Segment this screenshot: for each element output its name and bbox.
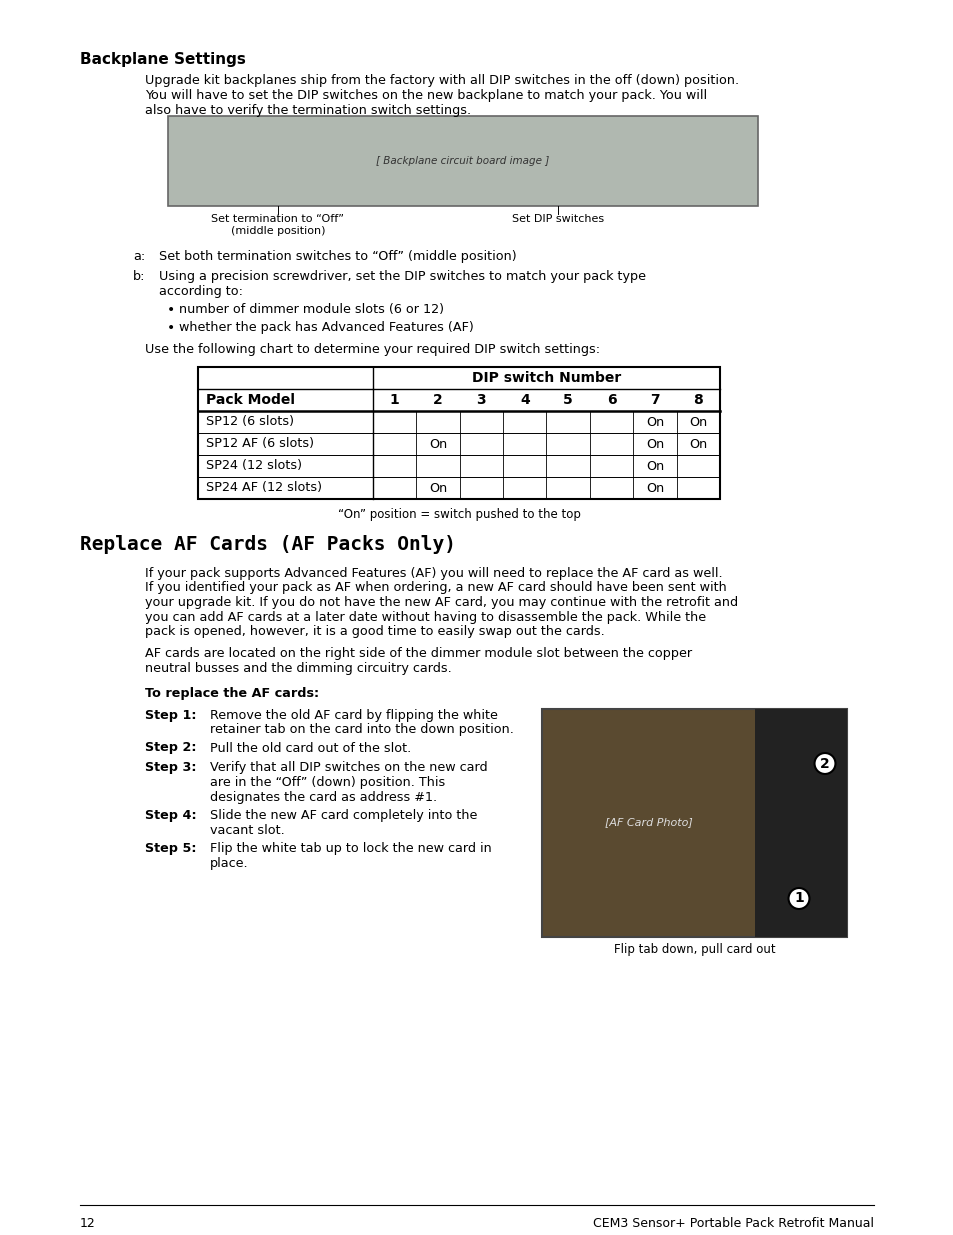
Text: you can add AF cards at a later date without having to disassemble the pack. Whi: you can add AF cards at a later date wit… — [145, 610, 705, 624]
Bar — [541, 709, 846, 936]
Text: according to:: according to: — [159, 285, 243, 298]
Text: 1: 1 — [390, 393, 399, 408]
Text: 5: 5 — [562, 393, 573, 408]
Bar — [755, 709, 846, 936]
Text: On: On — [645, 415, 663, 429]
Text: are in the “Off” (down) position. This: are in the “Off” (down) position. This — [210, 776, 445, 789]
Text: On: On — [645, 437, 663, 451]
Text: DIP switch Number: DIP switch Number — [472, 370, 620, 385]
Text: designates the card as address #1.: designates the card as address #1. — [210, 790, 436, 804]
Text: 2: 2 — [433, 393, 442, 408]
Text: Step 1:: Step 1: — [145, 709, 196, 721]
Text: Remove the old AF card by flipping the white: Remove the old AF card by flipping the w… — [210, 709, 497, 721]
Text: SP24 AF (12 slots): SP24 AF (12 slots) — [206, 482, 322, 494]
Text: SP12 AF (6 slots): SP12 AF (6 slots) — [206, 437, 314, 451]
Text: If you identified your pack as AF when ordering, a new AF card should have been : If you identified your pack as AF when o… — [145, 582, 726, 594]
Bar — [198, 367, 720, 499]
Text: SP12 (6 slots): SP12 (6 slots) — [206, 415, 294, 429]
Text: whether the pack has Advanced Features (AF): whether the pack has Advanced Features (… — [179, 321, 474, 333]
Text: On: On — [688, 415, 707, 429]
Text: You will have to set the DIP switches on the new backplane to match your pack. Y: You will have to set the DIP switches on… — [145, 89, 706, 103]
Text: “On” position = switch pushed to the top: “On” position = switch pushed to the top — [337, 508, 579, 521]
Text: On: On — [429, 482, 447, 494]
Text: neutral busses and the dimming circuitry cards.: neutral busses and the dimming circuitry… — [145, 662, 452, 676]
Text: vacant slot.: vacant slot. — [210, 824, 284, 836]
Text: Step 5:: Step 5: — [145, 842, 196, 855]
Text: Use the following chart to determine your required DIP switch settings:: Use the following chart to determine you… — [145, 343, 599, 356]
Text: 4: 4 — [519, 393, 529, 408]
Text: Using a precision screwdriver, set the DIP switches to match your pack type: Using a precision screwdriver, set the D… — [159, 270, 645, 283]
Text: SP24 (12 slots): SP24 (12 slots) — [206, 459, 302, 473]
Text: Set DIP switches: Set DIP switches — [512, 214, 603, 224]
Text: Upgrade kit backplanes ship from the factory with all DIP switches in the off (d: Upgrade kit backplanes ship from the fac… — [145, 74, 739, 86]
Text: Set termination to “Off”
(middle position): Set termination to “Off” (middle positio… — [212, 214, 344, 236]
Text: also have to verify the termination switch settings.: also have to verify the termination swit… — [145, 104, 471, 117]
Text: 8: 8 — [693, 393, 702, 408]
Text: Step 3:: Step 3: — [145, 762, 196, 774]
Text: place.: place. — [210, 857, 249, 869]
Text: 12: 12 — [80, 1216, 95, 1230]
Text: 6: 6 — [606, 393, 616, 408]
Text: On: On — [645, 482, 663, 494]
Text: Backplane Settings: Backplane Settings — [80, 52, 246, 67]
Text: pack is opened, however, it is a good time to easily swap out the cards.: pack is opened, however, it is a good ti… — [145, 625, 604, 638]
Text: Slide the new AF card completely into the: Slide the new AF card completely into th… — [210, 809, 476, 823]
Text: AF cards are located on the right side of the dimmer module slot between the cop: AF cards are located on the right side o… — [145, 647, 691, 661]
Text: Step 2:: Step 2: — [145, 741, 196, 755]
Text: •: • — [167, 303, 175, 317]
Text: •: • — [167, 321, 175, 335]
Text: your upgrade kit. If you do not have the new AF card, you may continue with the : your upgrade kit. If you do not have the… — [145, 597, 738, 609]
Text: To replace the AF cards:: To replace the AF cards: — [145, 687, 319, 699]
Text: On: On — [645, 459, 663, 473]
Text: [AF Card Photo]: [AF Card Photo] — [604, 818, 692, 827]
Text: Pack Model: Pack Model — [206, 393, 294, 408]
Text: [ Backplane circuit board image ]: [ Backplane circuit board image ] — [376, 156, 549, 165]
Text: If your pack supports Advanced Features (AF) you will need to replace the AF car: If your pack supports Advanced Features … — [145, 567, 721, 580]
Text: Set both termination switches to “Off” (middle position): Set both termination switches to “Off” (… — [159, 249, 517, 263]
Text: 3: 3 — [476, 393, 486, 408]
Text: number of dimmer module slots (6 or 12): number of dimmer module slots (6 or 12) — [179, 303, 443, 316]
Text: Verify that all DIP switches on the new card: Verify that all DIP switches on the new … — [210, 762, 487, 774]
Text: On: On — [429, 437, 447, 451]
Text: Flip the white tab up to lock the new card in: Flip the white tab up to lock the new ca… — [210, 842, 491, 855]
Text: Flip tab down, pull card out: Flip tab down, pull card out — [613, 942, 775, 956]
Text: CEM3 Sensor+ Portable Pack Retrofit Manual: CEM3 Sensor+ Portable Pack Retrofit Manu… — [593, 1216, 873, 1230]
Text: 7: 7 — [649, 393, 659, 408]
Text: On: On — [688, 437, 707, 451]
Text: 2: 2 — [820, 757, 829, 771]
Text: 1: 1 — [793, 892, 803, 905]
Text: retainer tab on the card into the down position.: retainer tab on the card into the down p… — [210, 722, 514, 736]
Text: Pull the old card out of the slot.: Pull the old card out of the slot. — [210, 741, 411, 755]
Text: a:: a: — [132, 249, 145, 263]
Text: Step 4:: Step 4: — [145, 809, 196, 823]
Bar — [168, 116, 758, 206]
Text: Replace AF Cards (AF Packs Only): Replace AF Cards (AF Packs Only) — [80, 535, 456, 555]
Text: b:: b: — [132, 270, 146, 283]
